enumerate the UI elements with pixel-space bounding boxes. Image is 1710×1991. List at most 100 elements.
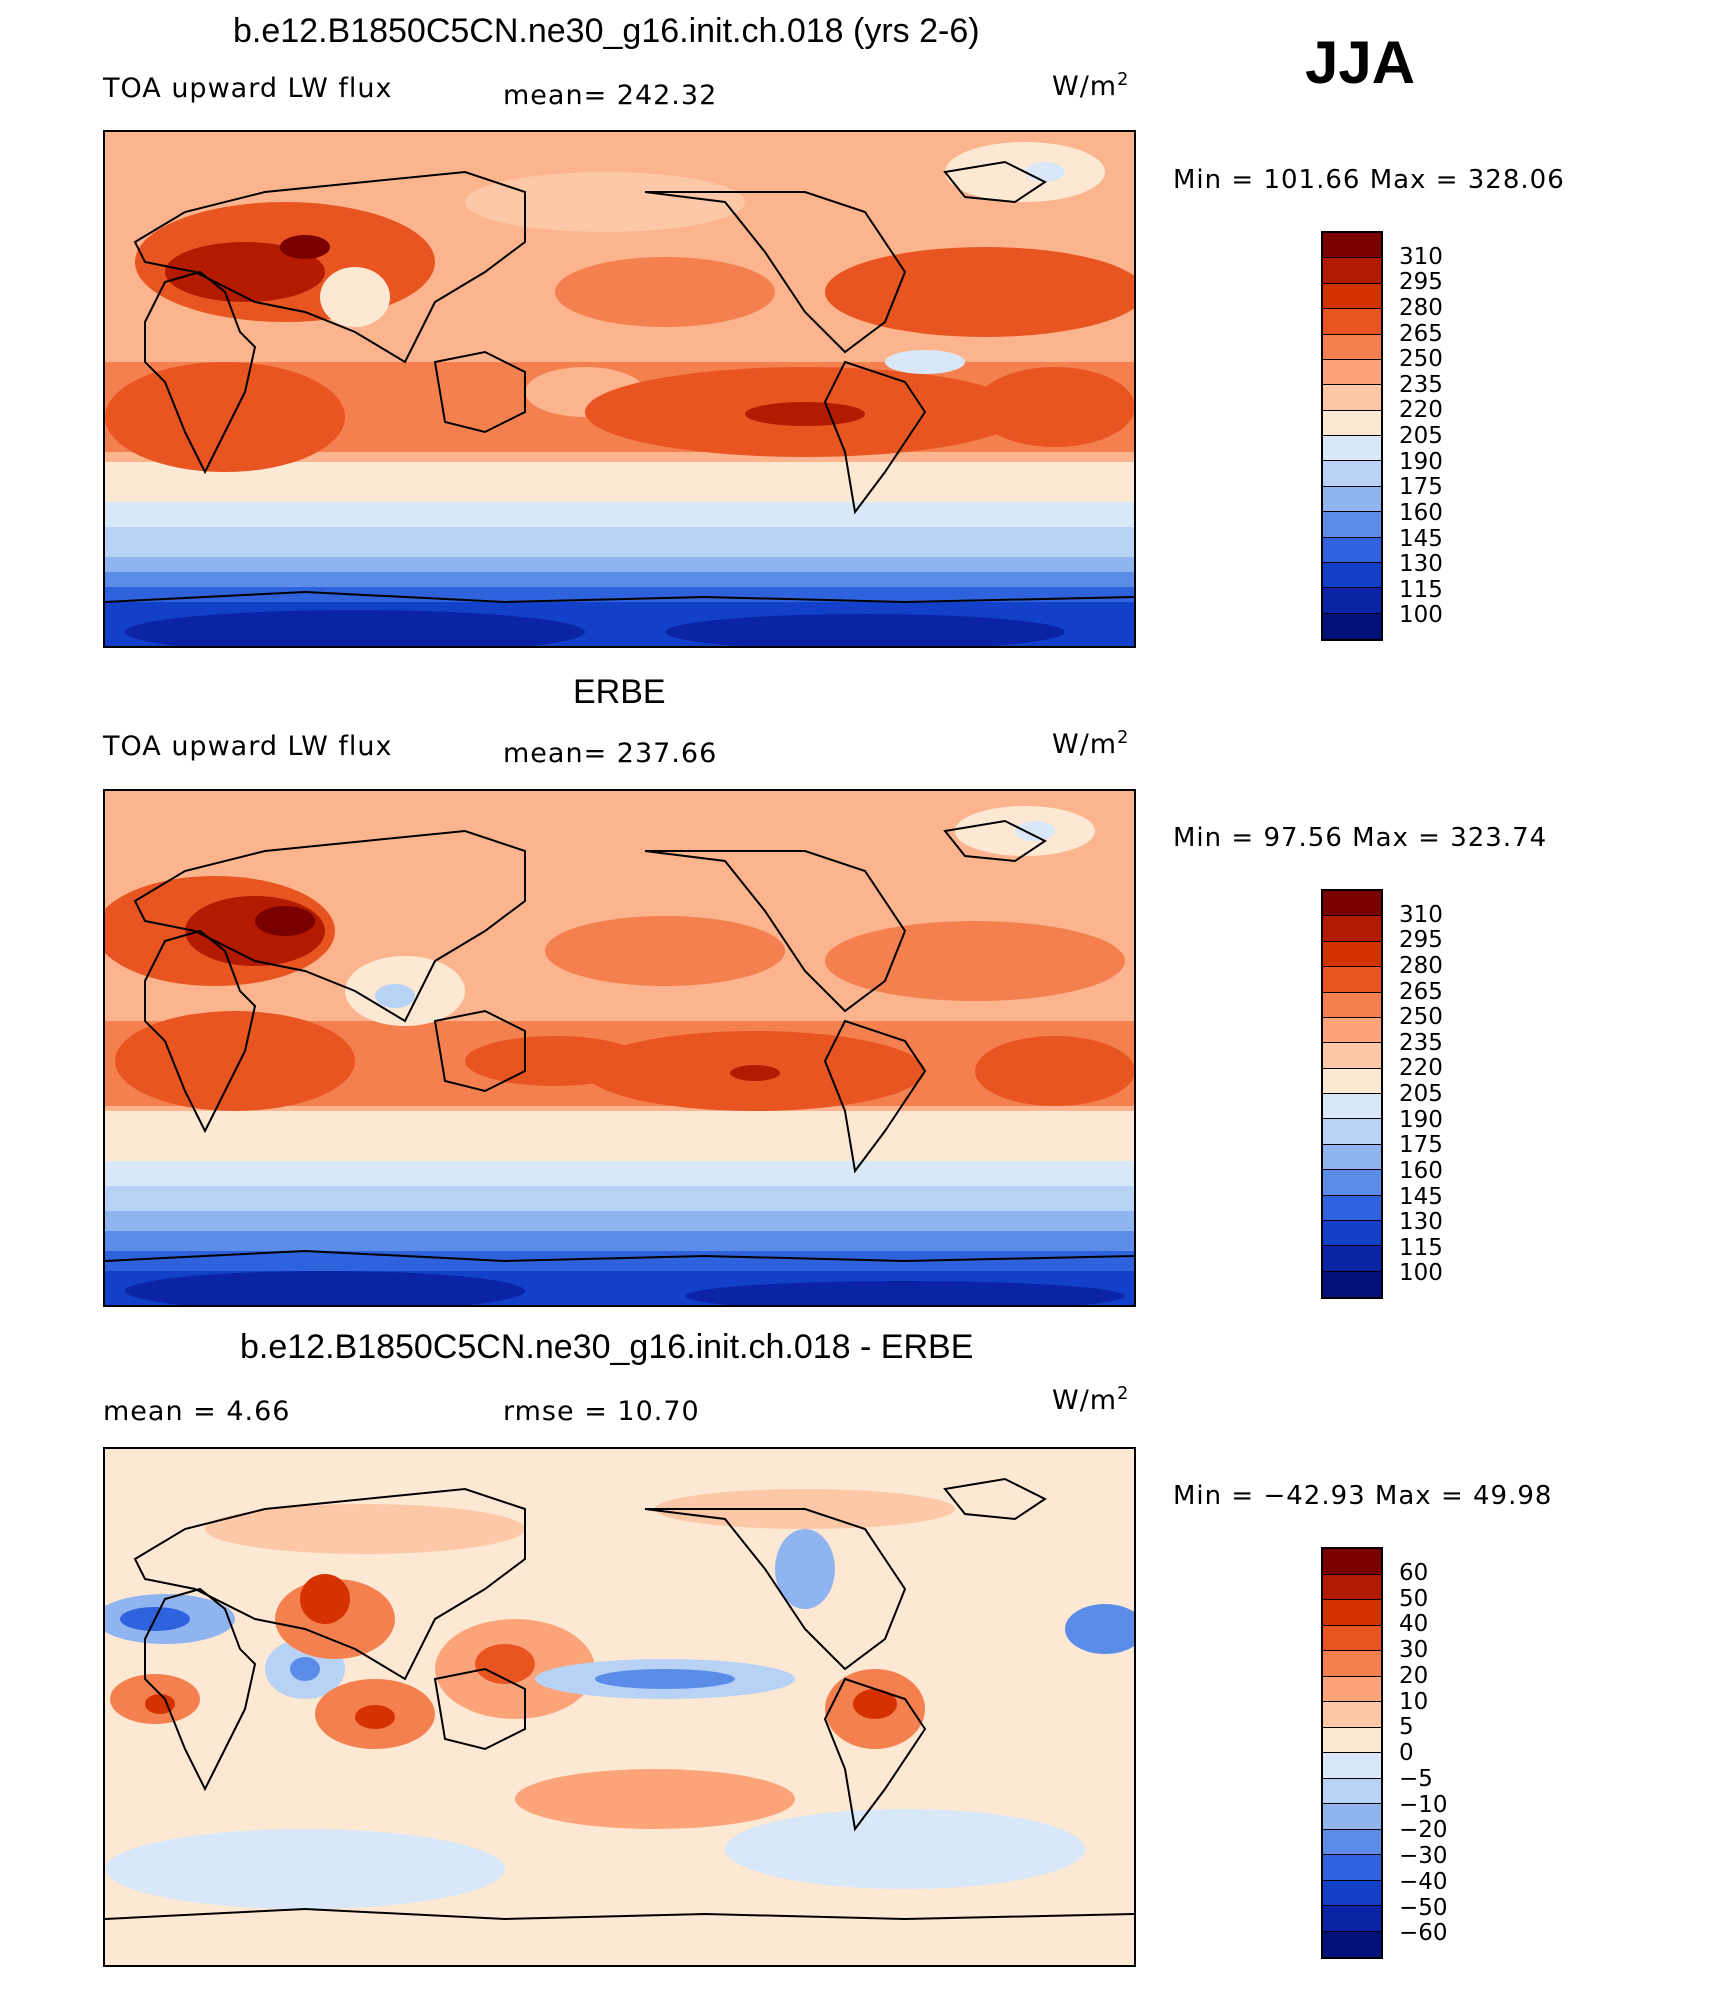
panel-2-units-label: W/m2 — [1052, 728, 1130, 760]
colorbar-swatch — [1323, 1753, 1381, 1779]
colorbar-swatch — [1323, 613, 1381, 639]
colorbar-tick-label: 205 — [1399, 423, 1443, 449]
colorbar-swatch — [1323, 1651, 1381, 1677]
panel-1-mean-label: mean= 242.32 — [503, 80, 718, 111]
colorbar-tick-label: 250 — [1399, 1004, 1443, 1031]
colorbar-tick-label: −40 — [1399, 1868, 1448, 1895]
colorbar-swatch — [1323, 1043, 1381, 1069]
colorbar-swatch — [1323, 1727, 1381, 1753]
colorbar-swatch — [1323, 1246, 1381, 1272]
panel-3-colorbar — [1321, 1547, 1383, 1959]
panel-3-rmse-label: rmse = 10.70 — [503, 1396, 700, 1427]
colorbar-tick-label: 265 — [1399, 320, 1443, 347]
colorbar-tick-label: 220 — [1399, 1055, 1443, 1082]
panel-3-minmax: Min = −42.93 Max = 49.98 — [1173, 1481, 1553, 1511]
colorbar-tick-label: 160 — [1399, 1157, 1443, 1184]
panel-1-map-field — [105, 132, 1134, 646]
panel-2-mean-label: mean= 237.66 — [503, 738, 718, 769]
colorbar-tick-label: −10 — [1399, 1791, 1448, 1818]
colorbar-swatch — [1323, 1017, 1381, 1044]
colorbar-tick-label: 30 — [1399, 1637, 1429, 1663]
colorbar-swatch — [1323, 461, 1381, 487]
colorbar-swatch — [1323, 512, 1381, 538]
colorbar-tick-label: 265 — [1399, 978, 1443, 1005]
colorbar-tick-label: 145 — [1399, 1183, 1443, 1210]
colorbar-tick-label: 160 — [1399, 499, 1443, 526]
colorbar-swatch — [1323, 258, 1381, 284]
colorbar-swatch — [1323, 309, 1381, 335]
colorbar-tick-label: 190 — [1399, 448, 1443, 475]
colorbar-tick-label: 235 — [1399, 1029, 1443, 1056]
colorbar-tick-label: 0 — [1399, 1740, 1414, 1766]
colorbar-swatch — [1323, 1195, 1381, 1221]
colorbar-swatch — [1323, 1906, 1381, 1932]
colorbar-swatch — [1323, 1094, 1381, 1120]
colorbar-swatch — [1323, 941, 1381, 968]
panel-3-title: b.e12.B1850C5CN.ne30_g16.init.ch.018 - E… — [240, 1328, 974, 1366]
colorbar-swatch — [1323, 1804, 1381, 1830]
colorbar-swatch — [1323, 486, 1381, 513]
colorbar-tick-label: 115 — [1399, 576, 1443, 603]
colorbar-swatch — [1323, 233, 1381, 259]
colorbar-swatch — [1323, 1625, 1381, 1651]
panel-3-mean-label: mean = 4.66 — [103, 1396, 291, 1427]
panel-1-minmax: Min = 101.66 Max = 328.06 — [1173, 165, 1565, 195]
colorbar-tick-label: 295 — [1399, 927, 1443, 954]
colorbar-swatch — [1323, 1855, 1381, 1881]
colorbar-tick-label: 175 — [1399, 474, 1443, 501]
colorbar-swatch — [1323, 385, 1381, 411]
colorbar-tick-label: 130 — [1399, 1209, 1443, 1236]
panel-1-colorbar — [1321, 231, 1383, 641]
colorbar-swatch — [1323, 1271, 1381, 1297]
colorbar-swatch — [1323, 1119, 1381, 1145]
colorbar-tick-label: 205 — [1399, 1081, 1443, 1107]
colorbar-tick-label: −50 — [1399, 1894, 1448, 1921]
colorbar-tick-label: 280 — [1399, 952, 1443, 979]
colorbar-tick-label: −30 — [1399, 1843, 1448, 1869]
colorbar-tick-label: 310 — [1399, 243, 1443, 270]
colorbar-swatch — [1323, 1144, 1381, 1171]
panel-1-units-label: W/m2 — [1052, 70, 1130, 102]
colorbar-tick-label: 145 — [1399, 525, 1443, 552]
colorbar-swatch — [1323, 359, 1381, 386]
colorbar-swatch — [1323, 992, 1381, 1018]
panel-2-title: ERBE — [573, 673, 666, 711]
colorbar-swatch — [1323, 1549, 1381, 1575]
panel-2-colorbar — [1321, 889, 1383, 1299]
colorbar-tick-label: 40 — [1399, 1611, 1429, 1638]
colorbar-swatch — [1323, 1931, 1381, 1957]
colorbar-tick-label: 100 — [1399, 1260, 1443, 1287]
colorbar-swatch — [1323, 891, 1381, 917]
colorbar-swatch — [1323, 1778, 1381, 1804]
colorbar-tick-label: −60 — [1399, 1920, 1448, 1947]
colorbar-tick-label: 235 — [1399, 371, 1443, 398]
colorbar-tick-label: 250 — [1399, 346, 1443, 373]
panel-1-variable-label: TOA upward LW flux — [103, 73, 393, 104]
colorbar-tick-label: 190 — [1399, 1106, 1443, 1133]
colorbar-swatch — [1323, 588, 1381, 614]
colorbar-tick-label: 5 — [1399, 1714, 1414, 1741]
colorbar-swatch — [1323, 283, 1381, 310]
panel-2-map — [103, 789, 1136, 1307]
colorbar-swatch — [1323, 1574, 1381, 1600]
colorbar-swatch — [1323, 334, 1381, 360]
colorbar-tick-label: 130 — [1399, 551, 1443, 578]
panel-3-map-field — [105, 1449, 1134, 1965]
colorbar-swatch — [1323, 1068, 1381, 1094]
colorbar-tick-label: 60 — [1399, 1559, 1429, 1586]
colorbar-tick-label: 220 — [1399, 397, 1443, 424]
colorbar-swatch — [1323, 1880, 1381, 1906]
season-label: JJA — [1305, 29, 1416, 96]
colorbar-swatch — [1323, 1600, 1381, 1626]
panel-1-map — [103, 130, 1136, 648]
colorbar-swatch — [1323, 436, 1381, 462]
colorbar-tick-label: −20 — [1399, 1817, 1448, 1844]
colorbar-swatch — [1323, 967, 1381, 993]
colorbar-swatch — [1323, 1676, 1381, 1702]
colorbar-tick-label: −5 — [1399, 1765, 1433, 1792]
colorbar-swatch — [1323, 562, 1381, 589]
colorbar-tick-label: 175 — [1399, 1132, 1443, 1159]
colorbar-swatch — [1323, 537, 1381, 563]
colorbar-swatch — [1323, 1829, 1381, 1855]
colorbar-tick-label: 100 — [1399, 602, 1443, 629]
